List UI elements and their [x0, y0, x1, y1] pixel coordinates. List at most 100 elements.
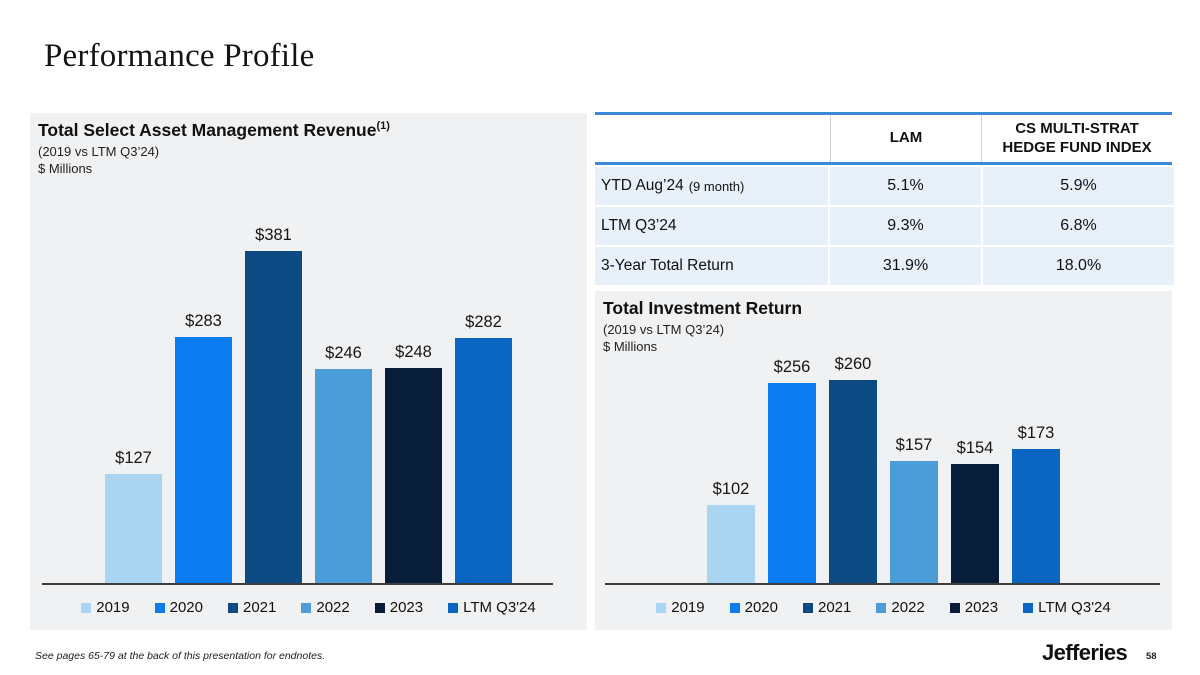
row-label: 3-Year Total Return: [595, 247, 828, 285]
table-header-empty: [595, 115, 830, 162]
legend-label: 2019: [671, 599, 705, 616]
investment-chart-title: Total Investment Return: [603, 298, 803, 318]
legend-swatch-icon: [803, 602, 813, 613]
row-label-note: (9 month): [688, 178, 745, 194]
bar-group-2019: $102: [707, 480, 755, 585]
investment-chart-header: Total Investment Return (2019 vs LTM Q3’…: [603, 298, 802, 354]
bar-LTM Q3'24: [455, 338, 512, 585]
bar-2019: [707, 505, 755, 585]
bar-value-label: $102: [712, 480, 750, 498]
bar-value-label: $127: [115, 449, 152, 467]
bar-value-label: $154: [956, 439, 994, 457]
table-header-row: LAM CS MULTI-STRAT HEDGE FUND INDEX: [595, 115, 1172, 165]
bar-2023: [951, 464, 999, 585]
bar-group-LTM Q3'24: $173: [1012, 424, 1060, 585]
legend-label: LTM Q3'24: [463, 599, 536, 616]
legend-swatch-icon: [1023, 602, 1034, 613]
investment-return-chart-panel: Total Investment Return (2019 vs LTM Q3’…: [595, 291, 1172, 630]
legend-label: 2022: [316, 599, 350, 616]
legend-label: 2021: [243, 599, 277, 616]
x-axis-line: [42, 583, 553, 585]
bar-2021: [245, 251, 302, 585]
plot-area: $127 $283 $381 $246 $248 $282: [42, 226, 575, 585]
bar-LTM Q3'24: [1012, 449, 1060, 585]
lam-value: 5.1%: [830, 167, 981, 205]
legend-item-2019: 2019: [656, 599, 705, 616]
legend-label: 2019: [96, 599, 130, 616]
bar-value-label: $260: [834, 355, 872, 373]
bar-value-label: $248: [395, 343, 432, 361]
legend: 2019 2020 2021 2022 2023 LTM Q3'24: [30, 599, 587, 616]
investment-chart-subtitle: (2019 vs LTM Q3’24): [603, 322, 725, 337]
bar-value-label: $246: [325, 344, 362, 362]
legend-swatch-icon: [448, 602, 459, 613]
bar-value-label: $283: [185, 312, 222, 330]
revenue-chart-header: Total Select Asset Management Revenue(1)…: [38, 120, 390, 176]
bar-group-2022: $246: [315, 344, 372, 585]
legend-label: 2020: [744, 599, 778, 616]
legend-item-2020: 2020: [729, 599, 778, 616]
table-rows: YTD Aug’24 (9 month) 5.1% 5.9% LTM Q3’24 9.3%…: [595, 167, 1174, 285]
jefferies-logo: Jefferies: [1042, 640, 1128, 665]
bar-group-2020: $256: [768, 358, 816, 585]
cs-index-value: 5.9%: [983, 167, 1174, 205]
legend: 2019 2020 2021 2022 2023 LTM Q3'24: [595, 599, 1172, 616]
legend-item-LTM Q3'24: LTM Q3'24: [1023, 599, 1111, 616]
table-row: LTM Q3’24 9.3% 6.8%: [595, 207, 1174, 245]
endnotes-footnote: See pages 65-79 at the back of this pres…: [35, 650, 326, 662]
legend-item-2020: 2020: [154, 599, 203, 616]
bar-value-label: $173: [1017, 424, 1055, 442]
bar-group-2022: $157: [890, 436, 938, 585]
bar-group-2020: $283: [175, 312, 232, 585]
legend-label: 2020: [169, 599, 203, 616]
bar-value-label: $282: [465, 313, 502, 331]
legend-item-2022: 2022: [301, 599, 350, 616]
bar-group-2023: $154: [951, 439, 999, 585]
x-axis-line: [605, 583, 1160, 585]
cs-index-value: 6.8%: [983, 207, 1174, 245]
legend-item-LTM Q3'24: LTM Q3'24: [448, 599, 536, 616]
legend-item-2022: 2022: [876, 599, 925, 616]
bar-value-label: $157: [895, 436, 933, 454]
revenue-chart-units: $ Millions: [38, 161, 93, 176]
bar-2020: [175, 337, 232, 585]
revenue-chart-panel: Total Select Asset Management Revenue(1)…: [30, 113, 587, 630]
legend-item-2023: 2023: [374, 599, 424, 616]
legend-label: 2022: [891, 599, 925, 616]
legend-label: 2021: [818, 599, 852, 616]
table-row: 3-Year Total Return 31.9% 18.0%: [595, 247, 1174, 285]
bar-group-LTM Q3'24: $282: [455, 313, 512, 585]
legend-label: 2023: [389, 599, 424, 616]
bar-value-label: $256: [773, 358, 811, 376]
bar-2023: [385, 368, 442, 585]
slide-title: Performance Profile: [44, 38, 315, 74]
table-header-cs-index: CS MULTI-STRAT HEDGE FUND INDEX: [981, 115, 1172, 162]
legend-swatch-icon: [729, 602, 740, 613]
legend-swatch-icon: [81, 602, 92, 613]
page-number: 58: [1146, 651, 1157, 662]
legend-swatch-icon: [374, 602, 385, 613]
legend-swatch-icon: [949, 602, 960, 613]
legend-swatch-icon: [656, 602, 667, 613]
bar-group-2023: $248: [385, 343, 442, 585]
revenue-chart-title: Total Select Asset Management Revenue(1): [38, 120, 390, 140]
plot-area: $102 $256 $260 $157 $154 $173: [607, 355, 1160, 585]
bar-2022: [315, 369, 372, 585]
table-header-lam: LAM: [830, 115, 981, 162]
legend-item-2019: 2019: [81, 599, 130, 616]
legend-swatch-icon: [876, 602, 887, 613]
row-label: YTD Aug’24 (9 month): [595, 167, 828, 205]
bar-value-label: $381: [255, 226, 292, 244]
row-label: LTM Q3’24: [595, 207, 828, 245]
legend-swatch-icon: [228, 602, 238, 613]
legend-swatch-icon: [154, 602, 165, 613]
investment-chart-units: $ Millions: [603, 339, 658, 354]
performance-table: LAM CS MULTI-STRAT HEDGE FUND INDEX YTD …: [595, 112, 1174, 285]
cs-index-value: 18.0%: [983, 247, 1174, 285]
legend-label: 2023: [964, 599, 999, 616]
bar-group-2021: $381: [245, 226, 302, 585]
legend-item-2021: 2021: [803, 599, 851, 616]
legend-item-2021: 2021: [228, 599, 276, 616]
revenue-chart-subtitle: (2019 vs LTM Q3’24): [38, 144, 160, 159]
bar-group-2019: $127: [105, 449, 162, 585]
